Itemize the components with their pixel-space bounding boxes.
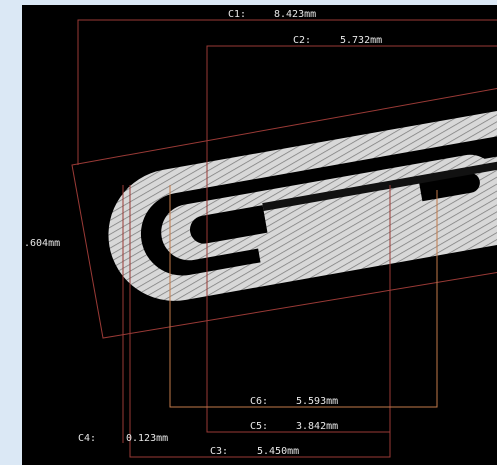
c2-value: 5.732mm [340,35,382,46]
bounding-box [71,88,497,339]
c2-label: C2: [293,35,311,46]
c4-label: C4: [78,433,96,444]
side-value: .604mm [24,238,60,249]
c1-line [77,19,497,165]
c1-value: 8.423mm [274,9,316,20]
c2-c5-line [206,45,497,433]
c5-value: 3.842mm [296,421,338,432]
c3-line [129,185,391,458]
paperclip [108,102,497,301]
c3-value: 5.450mm [257,446,299,457]
c3-label: C3: [210,446,228,457]
c1-label: C1: [228,9,246,20]
c5-label: C5: [250,421,268,432]
c6-label: C6: [250,396,268,407]
c6-line [169,185,438,408]
c4-value: 0.123mm [126,433,168,444]
c6-value: 5.593mm [296,396,338,407]
